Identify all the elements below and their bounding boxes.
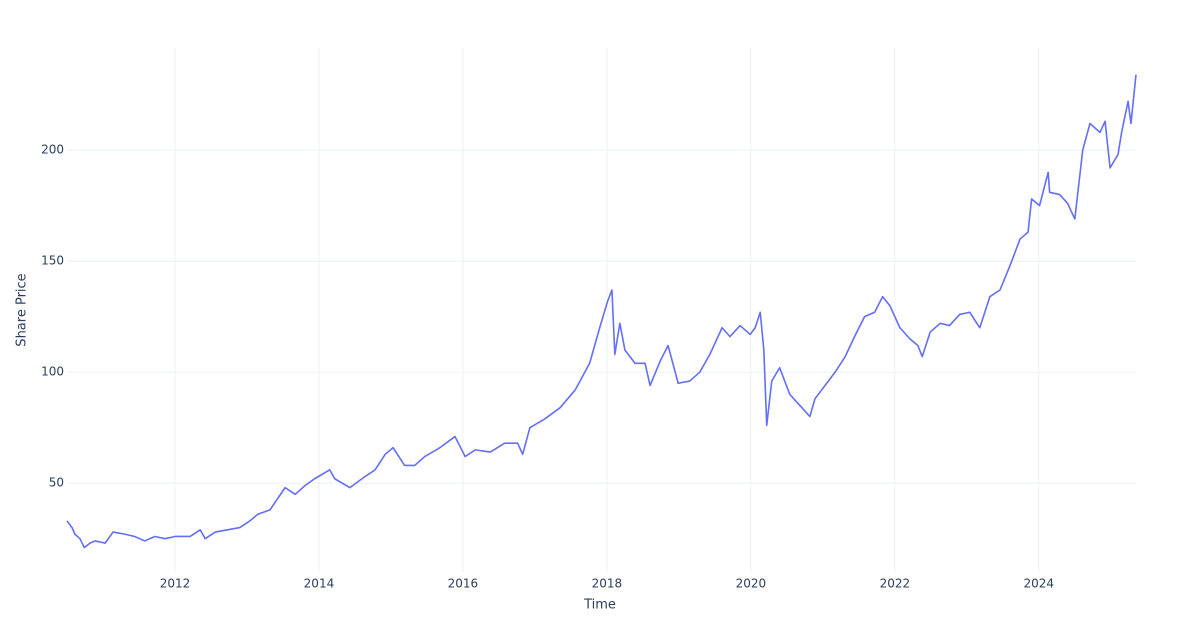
grid [67,48,1136,572]
x-tick-label: 2016 [448,577,479,591]
y-axis-title: Share Price [15,273,30,346]
y-tick-label: 100 [41,365,64,379]
x-tick-label: 2024 [1024,577,1055,591]
x-tick-label: 2018 [592,577,623,591]
x-axis-title: Time [583,598,616,613]
y-tick-label: 200 [41,143,64,157]
x-tick-label: 2020 [736,577,767,591]
x-tick-label: 2014 [304,577,335,591]
y-tick-label: 150 [41,254,64,268]
y-tick-label: 50 [49,476,64,490]
line [66,74,1137,549]
x-tick-label: 2012 [160,577,191,591]
x-tick-label: 2022 [880,577,911,591]
